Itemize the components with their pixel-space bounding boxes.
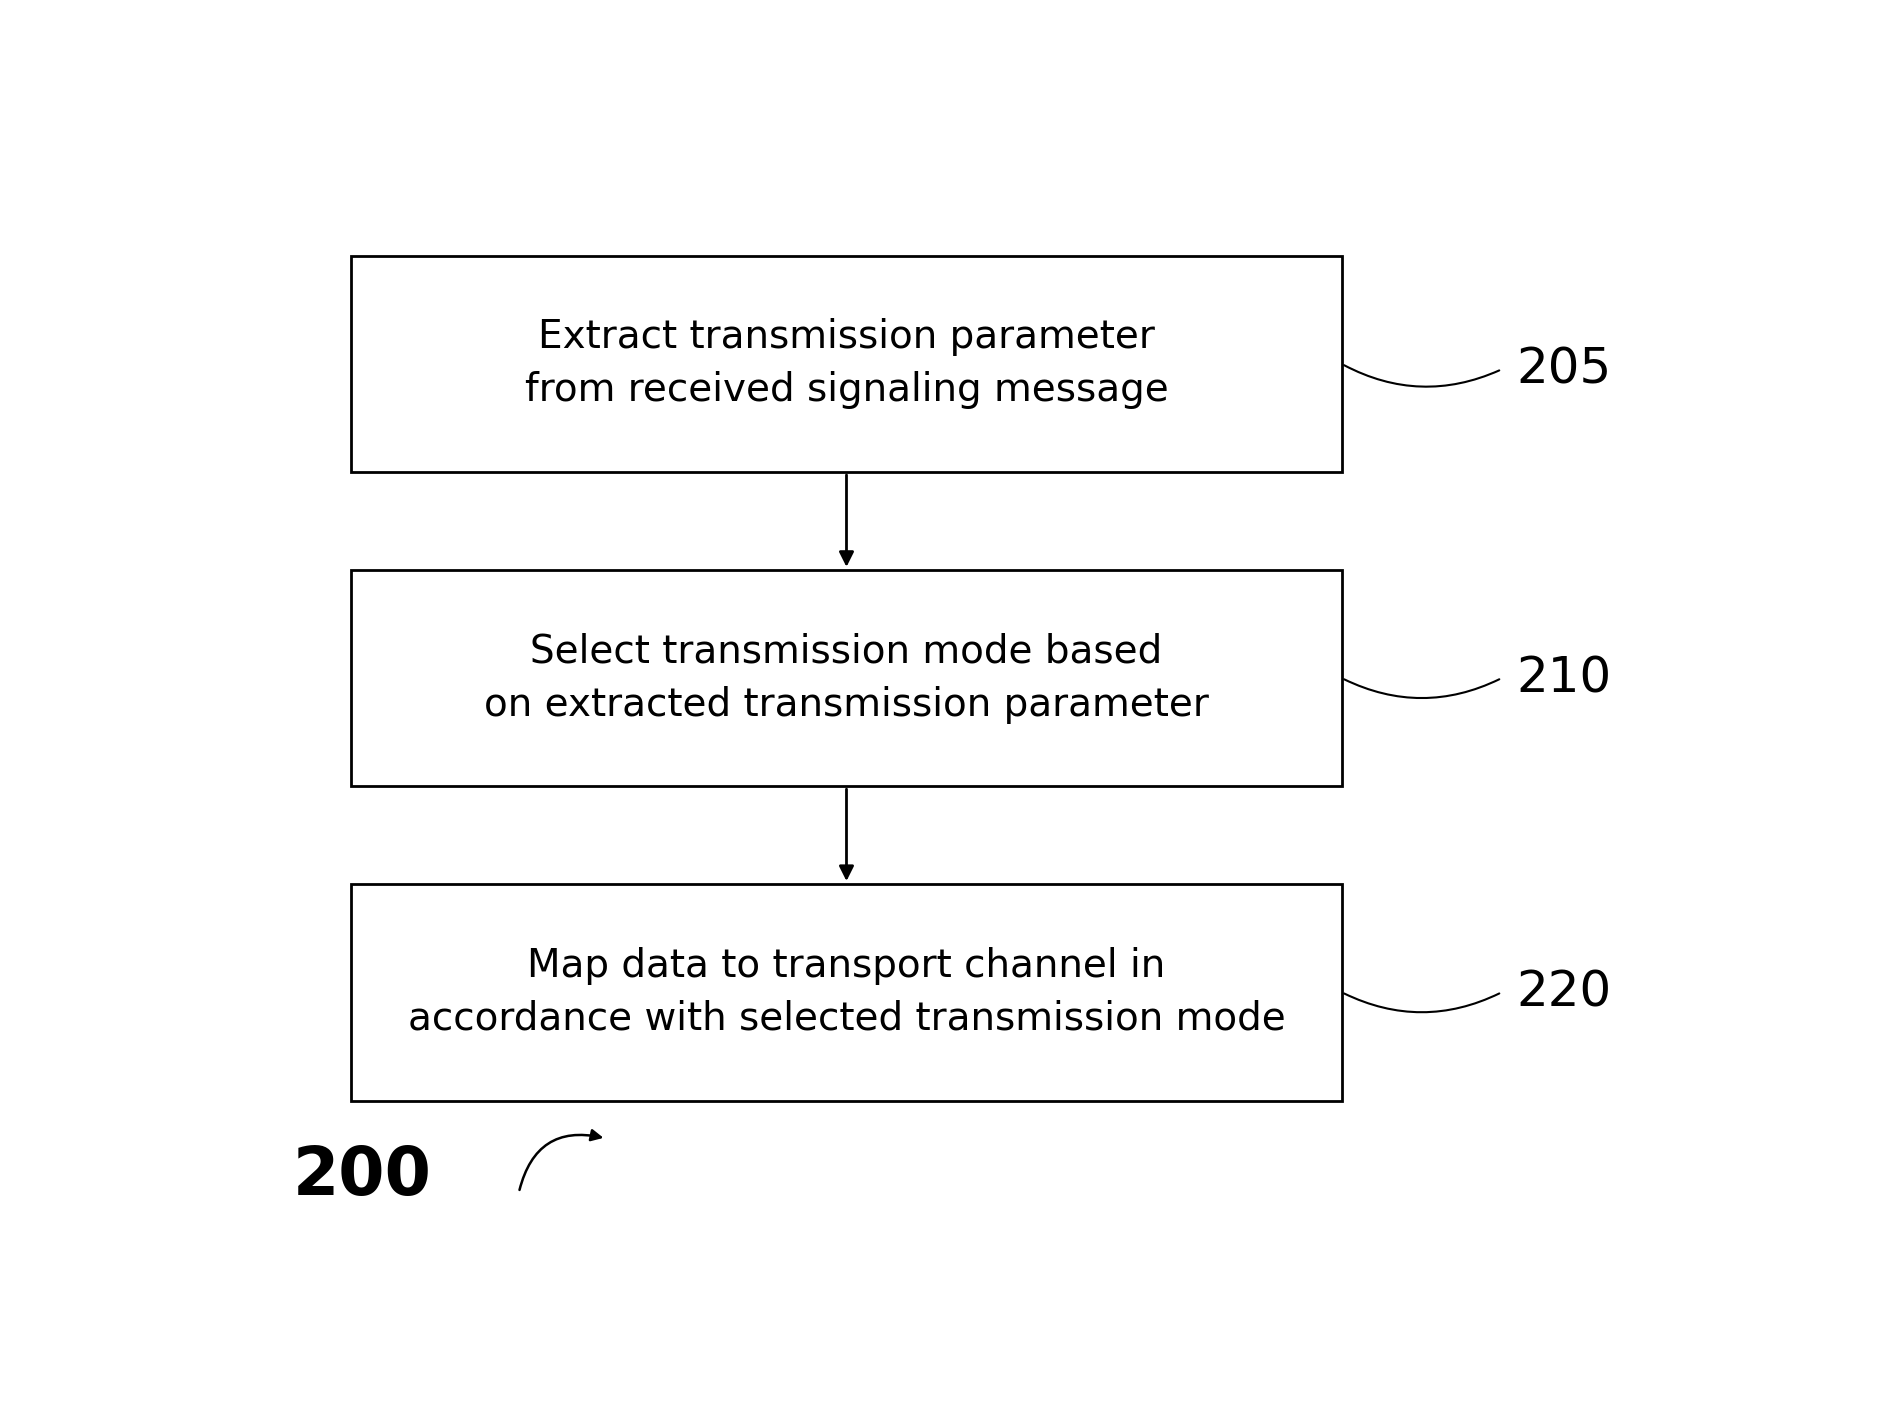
FancyArrowPatch shape: [1343, 680, 1499, 698]
Text: 220: 220: [1516, 968, 1612, 1016]
FancyArrowPatch shape: [519, 1130, 601, 1190]
Bar: [351, 884, 1342, 1100]
Text: Extract transmission parameter
from received signaling message: Extract transmission parameter from rece…: [524, 318, 1169, 409]
Bar: [351, 570, 1342, 787]
Bar: [351, 256, 1342, 473]
Text: 210: 210: [1516, 654, 1612, 702]
Text: 200: 200: [293, 1144, 432, 1210]
FancyArrowPatch shape: [1343, 993, 1499, 1012]
FancyArrowPatch shape: [1343, 366, 1499, 387]
Text: Map data to transport channel in
accordance with selected transmission mode: Map data to transport channel in accorda…: [408, 947, 1285, 1038]
Text: 205: 205: [1516, 345, 1612, 394]
Text: Select transmission mode based
on extracted transmission parameter: Select transmission mode based on extrac…: [485, 633, 1208, 723]
